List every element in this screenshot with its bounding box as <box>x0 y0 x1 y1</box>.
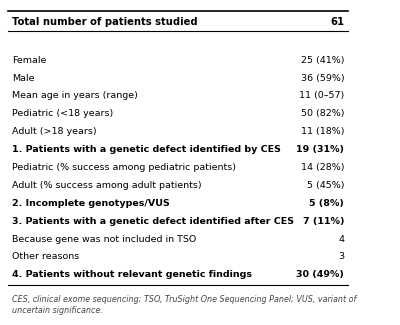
Text: Adult (% success among adult patients): Adult (% success among adult patients) <box>12 181 202 190</box>
Text: 3. Patients with a genetic defect identified after CES: 3. Patients with a genetic defect identi… <box>12 217 294 226</box>
Text: Mean age in years (range): Mean age in years (range) <box>12 91 138 100</box>
Text: 36 (59%): 36 (59%) <box>301 73 344 83</box>
Text: 11 (0–57): 11 (0–57) <box>299 91 344 100</box>
Text: Pediatric (<18 years): Pediatric (<18 years) <box>12 109 113 118</box>
Text: 11 (18%): 11 (18%) <box>301 127 344 136</box>
Text: 25 (41%): 25 (41%) <box>301 56 344 65</box>
Text: 19 (31%): 19 (31%) <box>296 145 344 154</box>
Text: 30 (49%): 30 (49%) <box>296 270 344 279</box>
Text: 4: 4 <box>338 235 344 243</box>
Text: 1. Patients with a genetic defect identified by CES: 1. Patients with a genetic defect identi… <box>12 145 281 154</box>
Text: 3: 3 <box>338 253 344 261</box>
Text: 5 (8%): 5 (8%) <box>310 199 344 208</box>
Text: Pediatric (% success among pediatric patients): Pediatric (% success among pediatric pat… <box>12 163 236 172</box>
Text: 50 (82%): 50 (82%) <box>301 109 344 118</box>
Text: Other reasons: Other reasons <box>12 253 79 261</box>
Text: Adult (>18 years): Adult (>18 years) <box>12 127 97 136</box>
Text: Female: Female <box>12 56 46 65</box>
Text: Because gene was not included in TSO: Because gene was not included in TSO <box>12 235 196 243</box>
Text: CES, clinical exome sequencing; TSO, TruSight One Sequencing Panel; VUS, variant: CES, clinical exome sequencing; TSO, Tru… <box>12 295 356 315</box>
Text: 61: 61 <box>330 17 344 27</box>
Text: 7 (11%): 7 (11%) <box>303 217 344 226</box>
Text: Total number of patients studied: Total number of patients studied <box>12 17 198 27</box>
Text: 4. Patients without relevant genetic findings: 4. Patients without relevant genetic fin… <box>12 270 252 279</box>
Text: 2. Incomplete genotypes/VUS: 2. Incomplete genotypes/VUS <box>12 199 170 208</box>
Text: Male: Male <box>12 73 34 83</box>
Text: 5 (45%): 5 (45%) <box>307 181 344 190</box>
Text: 14 (28%): 14 (28%) <box>301 163 344 172</box>
